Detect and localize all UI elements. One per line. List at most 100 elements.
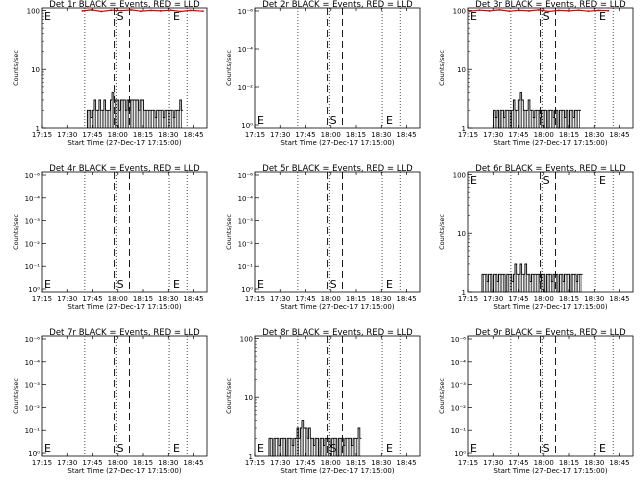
y-tick-label: 10⁻¹ [25, 263, 41, 271]
x-axis-label: Start Time (27-Dec-17 17:15:00) [280, 467, 394, 475]
marker-label-e: E [173, 442, 180, 455]
plot-frame [467, 171, 634, 293]
y-tick-label: 10⁻² [451, 404, 467, 412]
marker-label-e: E [173, 10, 180, 23]
x-tick-label: 18:30 [584, 295, 604, 303]
lld-point [81, 10, 84, 12]
x-tick-label: 18:15 [133, 131, 153, 139]
lld-point [518, 9, 521, 12]
x-axis-label: Start Time (27-Dec-17 17:15:00) [280, 139, 394, 147]
y-tick-label: 10⁻⁴ [238, 46, 254, 54]
marker-label-s: S [543, 442, 550, 455]
lld-point [169, 9, 172, 12]
panel-title: Det 2r BLACK = Events, RED = LLD [262, 0, 413, 10]
detector-panel-4: Det 4r BLACK = Events, RED = LLD 17:15 17:… [12, 164, 208, 311]
x-axis-label: Start Time (27-Dec-17 17:15:00) [67, 139, 181, 147]
panel-title: Det 7r BLACK = Events, RED = LLD [49, 328, 200, 338]
x-tick-label: 18:45 [183, 295, 203, 303]
y-tick-label: 10⁻² [25, 404, 41, 412]
y-tick-label: 10⁻² [238, 84, 254, 92]
y-tick-label: 10⁻³ [451, 382, 467, 390]
lld-point [557, 9, 560, 12]
x-tick-label: 17:45 [508, 131, 528, 139]
x-tick-label: 17:15 [32, 459, 52, 467]
y-tick-label: 100 [453, 171, 466, 179]
x-axis-label: Start Time (27-Dec-17 17:15:00) [493, 139, 607, 147]
x-tick-label: 18:45 [396, 459, 416, 467]
y-tick-label: 10 [244, 394, 253, 402]
y-axis-label: Counts/sec [12, 214, 20, 250]
marker-label-s: S [117, 10, 124, 23]
panel-title: Det 3r BLACK = Events, RED = LLD [475, 0, 626, 10]
x-tick-label: 18:00 [108, 459, 128, 467]
x-tick-label: 18:00 [534, 459, 554, 467]
x-tick-label: 17:15 [32, 295, 52, 303]
y-tick-label: 10⁻² [25, 240, 41, 248]
marker-label-s: S [543, 174, 550, 187]
y-tick-label: 10⁻⁶ [25, 172, 41, 180]
plot-frame [254, 7, 421, 129]
x-tick-label: 18:00 [321, 131, 341, 139]
y-tick-label: 10⁰ [454, 450, 466, 458]
x-tick-label: 17:30 [483, 459, 503, 467]
plot-frame [254, 335, 421, 457]
x-tick-label: 17:15 [245, 295, 265, 303]
x-tick-label: 17:15 [245, 459, 265, 467]
y-tick-label: 10⁻³ [25, 218, 41, 226]
lld-point [468, 10, 471, 13]
lld-point [607, 9, 610, 12]
y-axis-label: Counts/sec [438, 50, 446, 86]
x-tick-label: 18:00 [321, 459, 341, 467]
y-tick-label: 10⁻⁴ [238, 195, 254, 203]
marker-label-e: E [470, 174, 477, 187]
x-tick-label: 18:15 [133, 295, 153, 303]
x-tick-label: 18:30 [371, 295, 391, 303]
y-tick-label: 1 [249, 453, 253, 461]
lld-point [597, 9, 600, 12]
panel-title: Det 8r BLACK = Events, RED = LLD [262, 328, 413, 338]
y-tick-label: 10⁻⁴ [451, 359, 467, 367]
detector-panel-5: Det 5r BLACK = Events, RED = LLD 17:15 17:… [225, 164, 421, 311]
lld-series [82, 9, 203, 13]
x-tick-label: 17:30 [57, 459, 77, 467]
x-tick-label: 17:15 [458, 295, 478, 303]
x-tick-label: 18:00 [534, 131, 554, 139]
x-axis-label: Start Time (27-Dec-17 17:15:00) [280, 303, 394, 311]
plot-frame [467, 7, 634, 129]
y-tick-label: 10⁻⁶ [451, 336, 467, 344]
lld-point [577, 9, 580, 12]
x-tick-label: 17:30 [483, 295, 503, 303]
marker-label-s: S [330, 278, 337, 291]
y-axis-label: Counts/sec [438, 214, 446, 250]
x-tick-label: 18:15 [346, 131, 366, 139]
x-tick-label: 17:45 [295, 131, 315, 139]
y-tick-label: 10⁻³ [25, 382, 41, 390]
x-tick-label: 18:30 [371, 459, 391, 467]
x-tick-label: 17:45 [508, 459, 528, 467]
marker-label-e: E [386, 278, 393, 291]
marker-label-s: S [330, 442, 337, 455]
x-tick-label: 18:30 [371, 131, 391, 139]
lld-point [201, 10, 204, 13]
x-tick-label: 17:15 [32, 131, 52, 139]
x-tick-label: 18:15 [559, 295, 579, 303]
detector-panel-9: Det 9r BLACK = Events, RED = LLD 17:15 17:… [438, 328, 634, 475]
x-tick-label: 17:30 [57, 131, 77, 139]
lld-point [130, 9, 133, 11]
marker-label-e: E [44, 278, 51, 291]
x-tick-label: 17:15 [458, 131, 478, 139]
lld-point [528, 10, 530, 12]
x-axis-label: Start Time (27-Dec-17 17:15:00) [493, 467, 607, 475]
y-tick-label: 10⁰ [241, 286, 253, 294]
y-tick-label: 100 [240, 335, 253, 343]
lld-point [488, 10, 491, 12]
detector-panel-1: Det 1r BLACK = Events, RED = LLD 17:15 17:… [12, 0, 208, 147]
plot-frame [41, 171, 208, 293]
marker-label-s: S [117, 278, 124, 291]
x-tick-label: 17:30 [483, 131, 503, 139]
x-tick-label: 17:45 [295, 295, 315, 303]
y-axis-label: Counts/sec [12, 50, 20, 86]
x-tick-label: 18:00 [108, 131, 128, 139]
lld-point [538, 9, 540, 11]
marker-label-s: S [330, 114, 337, 127]
